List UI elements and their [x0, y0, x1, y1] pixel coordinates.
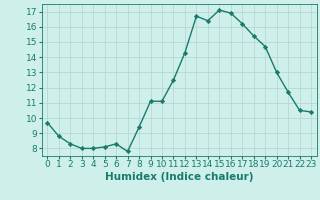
X-axis label: Humidex (Indice chaleur): Humidex (Indice chaleur) — [105, 172, 253, 182]
